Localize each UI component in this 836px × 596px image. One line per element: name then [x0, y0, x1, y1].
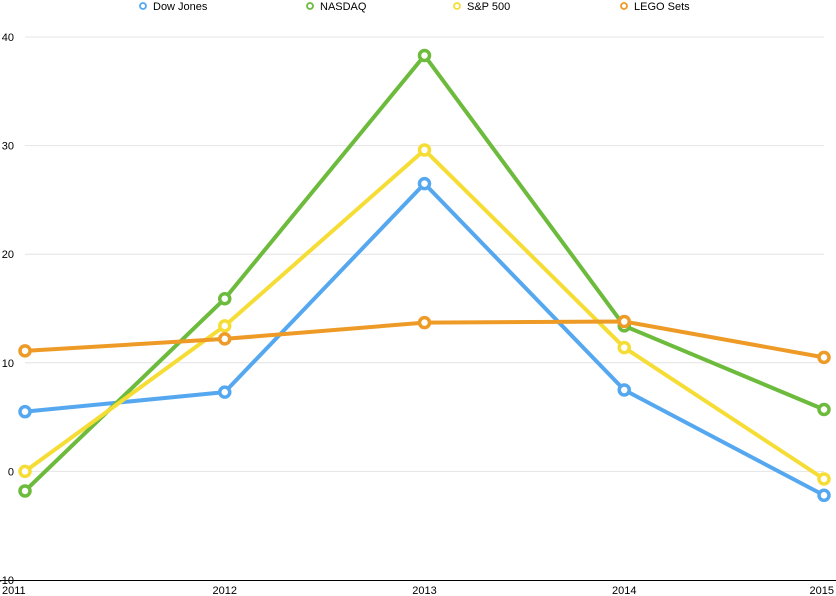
data-point [417, 176, 432, 191]
data-point [817, 350, 831, 365]
x-tick-label: 2014 [612, 585, 636, 596]
y-tick-label: 10 [2, 358, 14, 370]
data-point [18, 404, 32, 419]
legend-item: Dow Jones [139, 1, 208, 13]
x-tick-labels: 2011 2012 2013 2014 2015 [2, 585, 834, 596]
x-tick-label: 2015 [810, 585, 834, 596]
x-tick-label: 2011 [2, 585, 26, 596]
series-2 [18, 143, 831, 486]
legend-item: LEGO Sets [620, 1, 690, 13]
x-tick-label: 2013 [412, 585, 436, 596]
legend-label: LEGO Sets [634, 1, 690, 13]
series-line [23, 147, 826, 482]
legend-item: S&P 500 [453, 1, 510, 13]
y-tick-label: 30 [2, 141, 14, 153]
legend-marker [139, 2, 147, 10]
data-point [817, 488, 831, 503]
legend-label: NASDAQ [320, 1, 367, 13]
grid-lines [25, 36, 824, 472]
data-point [817, 402, 831, 417]
y-tick-labels: -10 0 10 20 30 40 [0, 32, 14, 587]
legend-label: Dow Jones [153, 1, 208, 13]
data-point [218, 319, 232, 333]
series-lines [18, 48, 831, 503]
y-tick-label: 20 [2, 249, 14, 261]
legend-marker [620, 2, 628, 10]
legend: Dow Jones NASDAQ S&P 500 LEGO Sets [139, 1, 690, 13]
series-line [23, 53, 826, 493]
data-point [617, 340, 631, 355]
series-line [23, 181, 826, 498]
x-tick-label: 2012 [213, 585, 237, 596]
data-point [817, 472, 831, 486]
y-tick-label: 0 [8, 466, 14, 478]
data-point [18, 484, 32, 498]
legend-marker [306, 2, 314, 10]
data-point [417, 143, 432, 157]
data-point [218, 332, 232, 346]
data-point [218, 385, 232, 399]
data-point [417, 48, 432, 63]
legend-label: S&P 500 [467, 1, 510, 13]
data-point [218, 291, 232, 306]
data-point [18, 464, 32, 479]
data-point [18, 344, 32, 358]
data-point [617, 314, 631, 329]
legend-marker [453, 2, 461, 10]
y-tick-label: 40 [2, 32, 14, 44]
y-tick-label: -10 [0, 575, 14, 587]
series-0 [18, 176, 831, 503]
data-point [617, 383, 631, 397]
series-1 [18, 48, 831, 498]
legend-item: NASDAQ [306, 1, 367, 13]
data-point [417, 315, 432, 330]
series-3 [18, 314, 831, 365]
